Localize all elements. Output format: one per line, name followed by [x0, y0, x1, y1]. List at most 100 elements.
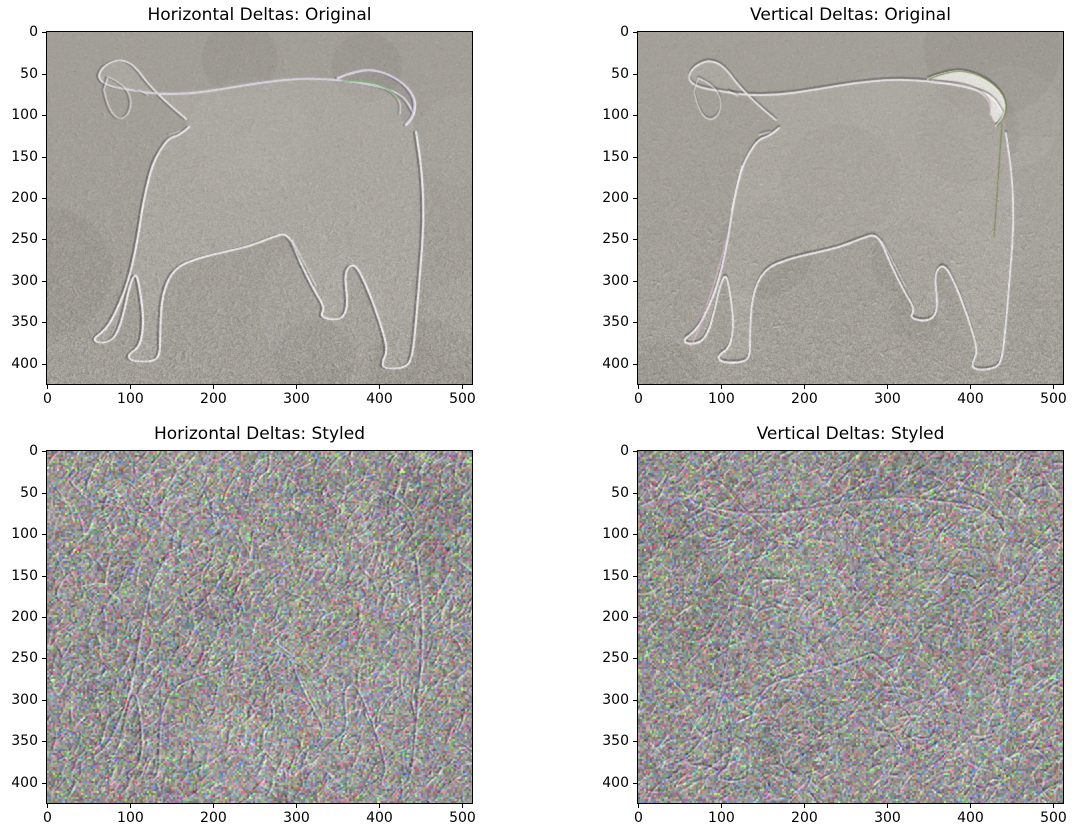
tick-mark: [633, 782, 637, 784]
y-tick-label: 0: [29, 443, 38, 460]
x-tick-label: 300: [874, 810, 901, 826]
x-tick-label: 400: [366, 391, 393, 407]
y-tick-label: 250: [602, 650, 629, 667]
tick-mark: [721, 804, 723, 808]
x-tick-label: 400: [957, 810, 984, 826]
y-tick-label: 200: [602, 609, 629, 626]
x-tick-label: 300: [874, 391, 901, 407]
subplot-horizontal-deltas-original: Horizontal Deltas: Original 0 50 100 150 200…: [11, 6, 476, 406]
x-tick-label: 200: [200, 810, 227, 826]
tick-mark: [633, 363, 637, 365]
tick-mark: [633, 280, 637, 282]
plot-title: Horizontal Deltas: Original: [147, 5, 372, 26]
x-tick-label: 200: [200, 391, 227, 407]
y-tick-label: 400: [11, 774, 38, 791]
tick-mark: [47, 385, 49, 389]
y-tick-label: 0: [620, 443, 629, 460]
y-tick-label: 100: [602, 526, 629, 543]
tick-mark: [42, 32, 46, 34]
plot-title: Vertical Deltas: Original: [750, 5, 951, 26]
x-tick-label: 100: [708, 810, 735, 826]
tick-mark: [633, 322, 637, 324]
x-tick-label: 200: [791, 391, 818, 407]
y-tick-label: 150: [602, 148, 629, 165]
tick-mark: [42, 322, 46, 324]
image-plot-canvas: [47, 32, 472, 384]
tick-mark: [970, 804, 972, 808]
tick-mark: [42, 239, 46, 241]
tick-mark: [633, 534, 637, 536]
y-tick-label: 0: [620, 24, 629, 41]
tick-mark: [130, 804, 132, 808]
tick-mark: [1053, 804, 1055, 808]
y-tick-label: 150: [602, 567, 629, 584]
image-plot-canvas: [638, 451, 1063, 803]
tick-mark: [42, 363, 46, 365]
x-tick-label: 0: [633, 810, 643, 826]
y-tick-label: 300: [602, 691, 629, 708]
tick-mark: [130, 385, 132, 389]
tick-mark: [213, 804, 215, 808]
tick-mark: [633, 617, 637, 619]
tick-mark: [42, 534, 46, 536]
tick-mark: [887, 804, 889, 808]
tick-mark: [42, 451, 46, 453]
image-plot-canvas: [638, 32, 1063, 384]
y-tick-label: 250: [11, 231, 38, 248]
y-tick-label: 50: [20, 65, 38, 82]
y-tick-label: 0: [29, 24, 38, 41]
tick-mark: [638, 804, 640, 808]
tick-mark: [42, 492, 46, 494]
x-tick-label: 200: [791, 810, 818, 826]
y-tick-label: 350: [11, 314, 38, 331]
y-tick-label: 100: [11, 107, 38, 124]
y-tick-label: 400: [602, 774, 629, 791]
x-tick-label: 500: [1040, 391, 1067, 407]
tick-mark: [721, 385, 723, 389]
y-tick-label: 200: [602, 190, 629, 207]
y-tick-label: 300: [602, 272, 629, 289]
subplot-horizontal-deltas-styled: Horizontal Deltas: Styled 0 50 100 150 200 25…: [11, 425, 476, 825]
tick-mark: [633, 492, 637, 494]
tick-mark: [42, 198, 46, 200]
x-tick-label: 300: [283, 391, 310, 407]
y-tick-label: 350: [602, 314, 629, 331]
y-tick-label: 200: [11, 609, 38, 626]
tick-mark: [633, 658, 637, 660]
y-tick-label: 300: [11, 272, 38, 289]
tick-mark: [633, 741, 637, 743]
x-tick-label: 100: [708, 391, 735, 407]
tick-mark: [633, 699, 637, 701]
tick-mark: [42, 115, 46, 117]
x-tick-label: 400: [366, 810, 393, 826]
y-tick-label: 50: [611, 65, 629, 82]
tick-mark: [633, 198, 637, 200]
tick-mark: [633, 115, 637, 117]
y-tick-label: 100: [602, 107, 629, 124]
y-tick-label: 400: [602, 355, 629, 372]
y-tick-label: 200: [11, 190, 38, 207]
tick-mark: [296, 804, 298, 808]
x-tick-label: 500: [449, 810, 476, 826]
x-tick-label: 100: [117, 810, 144, 826]
y-tick-label: 300: [11, 691, 38, 708]
subplot-vertical-deltas-original: Vertical Deltas: Original 0 50 100 150 200 25…: [602, 6, 1067, 406]
tick-mark: [633, 451, 637, 453]
x-tick-label: 0: [633, 391, 643, 407]
tick-mark: [462, 804, 464, 808]
y-tick-label: 150: [11, 567, 38, 584]
tick-mark: [1053, 385, 1055, 389]
tick-mark: [379, 804, 381, 808]
x-tick-label: 100: [117, 391, 144, 407]
tick-mark: [462, 385, 464, 389]
tick-mark: [42, 699, 46, 701]
tick-mark: [42, 617, 46, 619]
plot-title: Vertical Deltas: Styled: [756, 424, 945, 445]
x-tick-label: 300: [283, 810, 310, 826]
x-tick-label: 0: [42, 391, 52, 407]
tick-mark: [47, 804, 49, 808]
y-tick-label: 350: [11, 733, 38, 750]
y-tick-label: 350: [602, 733, 629, 750]
tick-mark: [42, 73, 46, 75]
tick-mark: [970, 385, 972, 389]
